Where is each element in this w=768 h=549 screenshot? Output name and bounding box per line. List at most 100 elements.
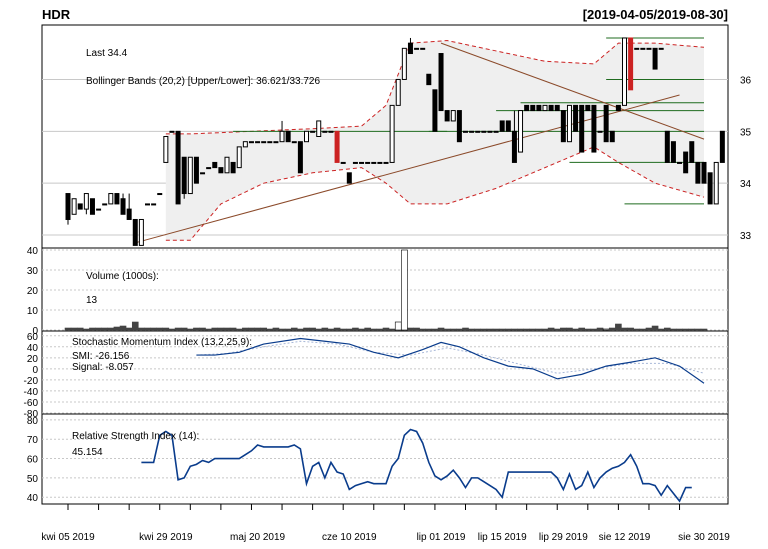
- candle-body: [89, 198, 95, 215]
- candle-body: [187, 156, 193, 195]
- volume-bar: [664, 327, 671, 331]
- candle-body: [77, 203, 83, 210]
- volume-bar: [596, 327, 604, 331]
- candle-body: [719, 130, 725, 163]
- volume-bar: [101, 327, 108, 331]
- volume-bar: [303, 327, 310, 331]
- volume-bar: [162, 327, 170, 331]
- x-tick-label: cze 10 2019: [322, 532, 377, 543]
- rsi-y-tick: 50: [27, 474, 39, 485]
- smi-y-tick: -80: [24, 409, 39, 420]
- volume-bar: [553, 328, 561, 331]
- candle-body: [579, 104, 585, 153]
- candle-body: [126, 208, 132, 220]
- volume-bar: [211, 327, 219, 331]
- volume-bar: [309, 327, 316, 331]
- rsi-y-tick: 80: [27, 416, 39, 427]
- volume-bar: [486, 328, 494, 331]
- volume-bar: [352, 327, 359, 331]
- volume-bar: [144, 327, 151, 331]
- volume-bar: [670, 328, 677, 331]
- candle-body: [297, 141, 303, 174]
- candle-body: [573, 104, 579, 132]
- axes-layer: 33343536010203040-80-60-40-2002040604050…: [24, 75, 752, 543]
- volume-bar: [187, 328, 194, 331]
- rsi-layer: [141, 428, 692, 503]
- volume-bar: [388, 328, 396, 331]
- volume-label: Volume (1000s):: [86, 271, 159, 282]
- candle-body: [530, 104, 536, 112]
- volume-bar: [272, 327, 280, 331]
- volume-bar: [621, 327, 628, 331]
- candle-body: [71, 198, 77, 215]
- volume-bar: [83, 328, 90, 331]
- volume-bar: [590, 328, 598, 331]
- volume-bar: [700, 328, 708, 331]
- x-tick-label: sie 30 2019: [678, 532, 730, 543]
- volume-bar: [358, 328, 365, 331]
- price-layer: [65, 37, 725, 246]
- volume-bar: [645, 327, 653, 331]
- chart-title: HDR: [42, 7, 71, 22]
- candle-body: [524, 104, 530, 112]
- candle-body: [102, 203, 108, 206]
- volume-bar: [76, 327, 84, 331]
- candle-body: [536, 104, 542, 112]
- volume-bar: [468, 328, 475, 331]
- candle-body: [463, 130, 468, 133]
- rsi-line: [141, 428, 692, 503]
- candle-body: [695, 161, 701, 184]
- signal-line: [196, 340, 705, 374]
- candle-body: [407, 42, 413, 55]
- volume-bar: [474, 328, 482, 331]
- x-tick-label: maj 20 2019: [230, 532, 285, 543]
- volume-bar: [156, 327, 164, 331]
- volume-bar: [639, 328, 647, 331]
- volume-bar: [657, 328, 665, 331]
- rsi-y-tick: 40: [27, 493, 39, 504]
- volume-bar: [529, 328, 537, 331]
- rsi-title: Relative Strength Index (14):: [72, 431, 199, 442]
- candle-body: [236, 146, 242, 169]
- candle-body: [646, 47, 652, 50]
- candle-body: [65, 193, 71, 220]
- candle-body: [310, 130, 316, 133]
- candle-body: [481, 130, 487, 133]
- volume-bar: [180, 327, 188, 331]
- candle-body: [169, 130, 175, 133]
- x-tick-label: kwi 05 2019: [41, 532, 95, 543]
- volume-bar: [266, 328, 274, 331]
- candle-body: [707, 172, 713, 205]
- candle-body: [96, 208, 102, 211]
- volume-bar: [64, 327, 72, 331]
- candle-body: [585, 104, 591, 112]
- volume-bar: [602, 328, 610, 331]
- volume-bar: [615, 323, 622, 331]
- candle-body: [438, 53, 444, 112]
- candle-body: [132, 218, 138, 246]
- volume-bar: [688, 328, 696, 331]
- candle-body: [163, 136, 169, 163]
- volume-bar: [633, 328, 641, 331]
- candle-body: [267, 141, 273, 144]
- x-tick-label: kwi 29 2019: [139, 532, 193, 543]
- candle-body: [560, 110, 566, 143]
- smi-line: [196, 337, 705, 384]
- candle-body: [383, 161, 389, 164]
- candle-body: [469, 130, 475, 133]
- candle-body: [615, 104, 621, 112]
- candle-body: [316, 120, 322, 138]
- smi-y-tick: 40: [27, 343, 39, 354]
- candle-body: [279, 130, 285, 143]
- volume-bar: [676, 328, 683, 331]
- candle-body: [628, 37, 634, 91]
- volume-bar: [339, 328, 347, 331]
- volume-bar: [333, 327, 341, 331]
- volume-bar: [297, 328, 304, 331]
- candle-body: [389, 104, 395, 163]
- volume-bar: [248, 327, 255, 331]
- candle-body: [291, 141, 297, 144]
- candle-body: [640, 47, 646, 50]
- volume-bar: [572, 328, 579, 331]
